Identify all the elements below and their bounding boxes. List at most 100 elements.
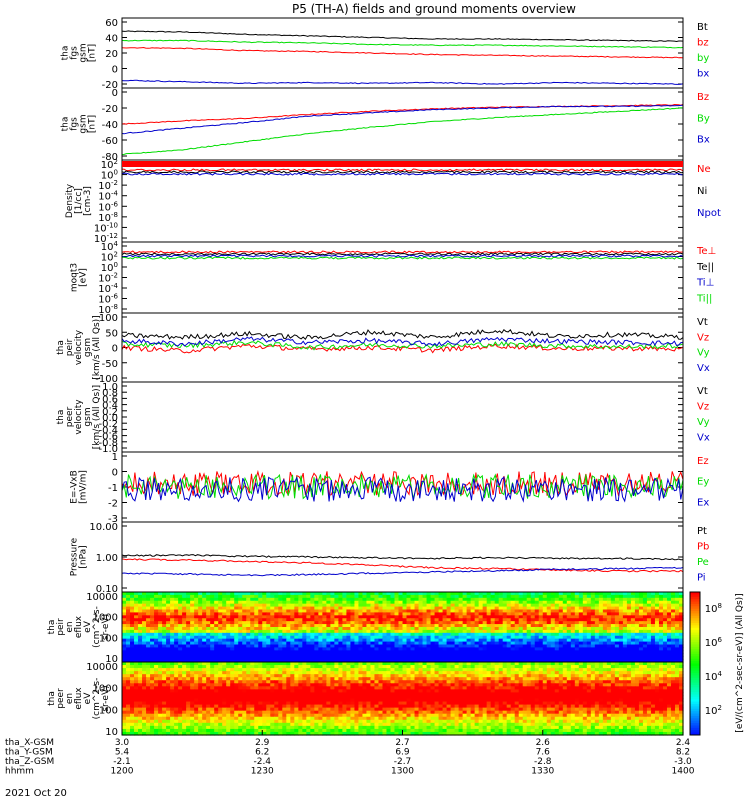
heatmap-cell [598,632,604,637]
heatmap-cell [618,632,624,637]
heatmap-cell [614,635,620,640]
heatmap-cell [162,656,167,660]
heatmap-cell [306,632,311,637]
heatmap-cell [406,668,412,672]
heatmap-cell [330,671,335,675]
heatmap-cell [354,635,360,640]
heatmap-cell [286,592,291,596]
heatmap-cell [414,650,420,654]
heatmap-cell [146,594,151,599]
heatmap-cell [374,600,380,605]
heatmap-cell [314,606,319,611]
heatmap-cell [242,674,247,678]
heatmap-cell [190,638,195,643]
heatmap-cell [434,650,440,654]
heatmap-cell [402,603,408,608]
heatmap-cell [578,609,584,614]
heatmap-cell [386,615,392,619]
heatmap-cell [298,621,303,625]
heatmap-cell [318,656,323,660]
heatmap-cell [314,624,319,628]
heatmap-cell [154,674,159,678]
heatmap-cell [194,638,199,643]
heatmap-cell [334,671,339,675]
heatmap-cell [134,600,139,605]
heatmap-cell [450,656,456,660]
heatmap-cell [210,627,215,631]
heatmap-cell [582,668,588,672]
heatmap-cell [274,600,279,605]
heatmap-cell [218,644,223,649]
heatmap-cell [350,627,356,631]
heatmap-cell [322,668,327,672]
heatmap-cell [482,597,488,602]
heatmap-cell [610,603,616,608]
heatmap-cell [314,668,319,672]
heatmap-cell [162,635,167,640]
heatmap-cell [146,609,151,614]
heatmap-cell [486,686,492,690]
heatmap-cell [330,632,335,637]
heatmap-cell [542,615,548,619]
heatmap-cell [438,624,444,628]
heatmap-cell [670,668,676,672]
heatmap-cell [538,647,544,651]
heatmap-cell [602,629,608,634]
heatmap-cell [266,597,271,602]
heatmap-cell [394,689,400,694]
heatmap-cell [350,668,356,672]
heatmap-cell [606,680,612,684]
heatmap-cell [570,632,576,637]
heatmap-cell [554,615,560,619]
heatmap-cell [274,606,279,611]
heatmap-cell [518,683,524,687]
heatmap-cell [294,624,299,628]
heatmap-cell [198,612,203,616]
heatmap-cell [498,594,504,599]
heatmap-cell [150,627,155,631]
heatmap-cell [402,653,408,657]
heatmap-cell [454,606,460,611]
heatmap-cell [366,686,372,690]
heatmap-cell [314,689,319,694]
heatmap-cell [162,615,167,619]
heatmap-cell [426,592,432,596]
heatmap-cell [162,686,167,690]
heatmap-cell [606,686,612,690]
heatmap-cell [410,627,416,631]
heatmap-cell [154,671,159,675]
heatmap-cell [546,641,552,646]
heatmap-cell [358,650,364,654]
heatmap-cell [342,615,347,619]
heatmap-cell [362,621,368,625]
heatmap-cell [578,665,584,669]
heatmap-cell [638,686,644,690]
heatmap-cell [210,592,215,596]
heatmap-cell [242,644,247,649]
heatmap-cell [134,653,139,657]
heatmap-cell [622,656,628,660]
y-axis-label-line: tha [47,620,57,635]
heatmap-cell [402,647,408,651]
heatmap-cell [582,635,588,640]
heatmap-cell [330,615,335,619]
heatmap-cell [306,641,311,646]
heatmap-cell [486,618,492,622]
heatmap-cell [642,653,648,657]
heatmap-cell [602,635,608,640]
heatmap-cell [494,644,500,649]
heatmap-cell [678,683,684,687]
heatmap-cell [382,618,388,622]
heatmap-cell [342,624,347,628]
heatmap-cell [602,638,608,643]
heatmap-cell [486,615,492,619]
heatmap-cell [630,592,636,596]
heatmap-cell [442,618,448,622]
heatmap-cell [434,606,440,611]
heatmap-cell [574,612,580,616]
heatmap-cell [138,656,143,660]
heatmap-cell [418,594,424,599]
heatmap-cell [454,677,460,681]
heatmap-cell [594,680,600,684]
heatmap-cell [566,668,572,672]
